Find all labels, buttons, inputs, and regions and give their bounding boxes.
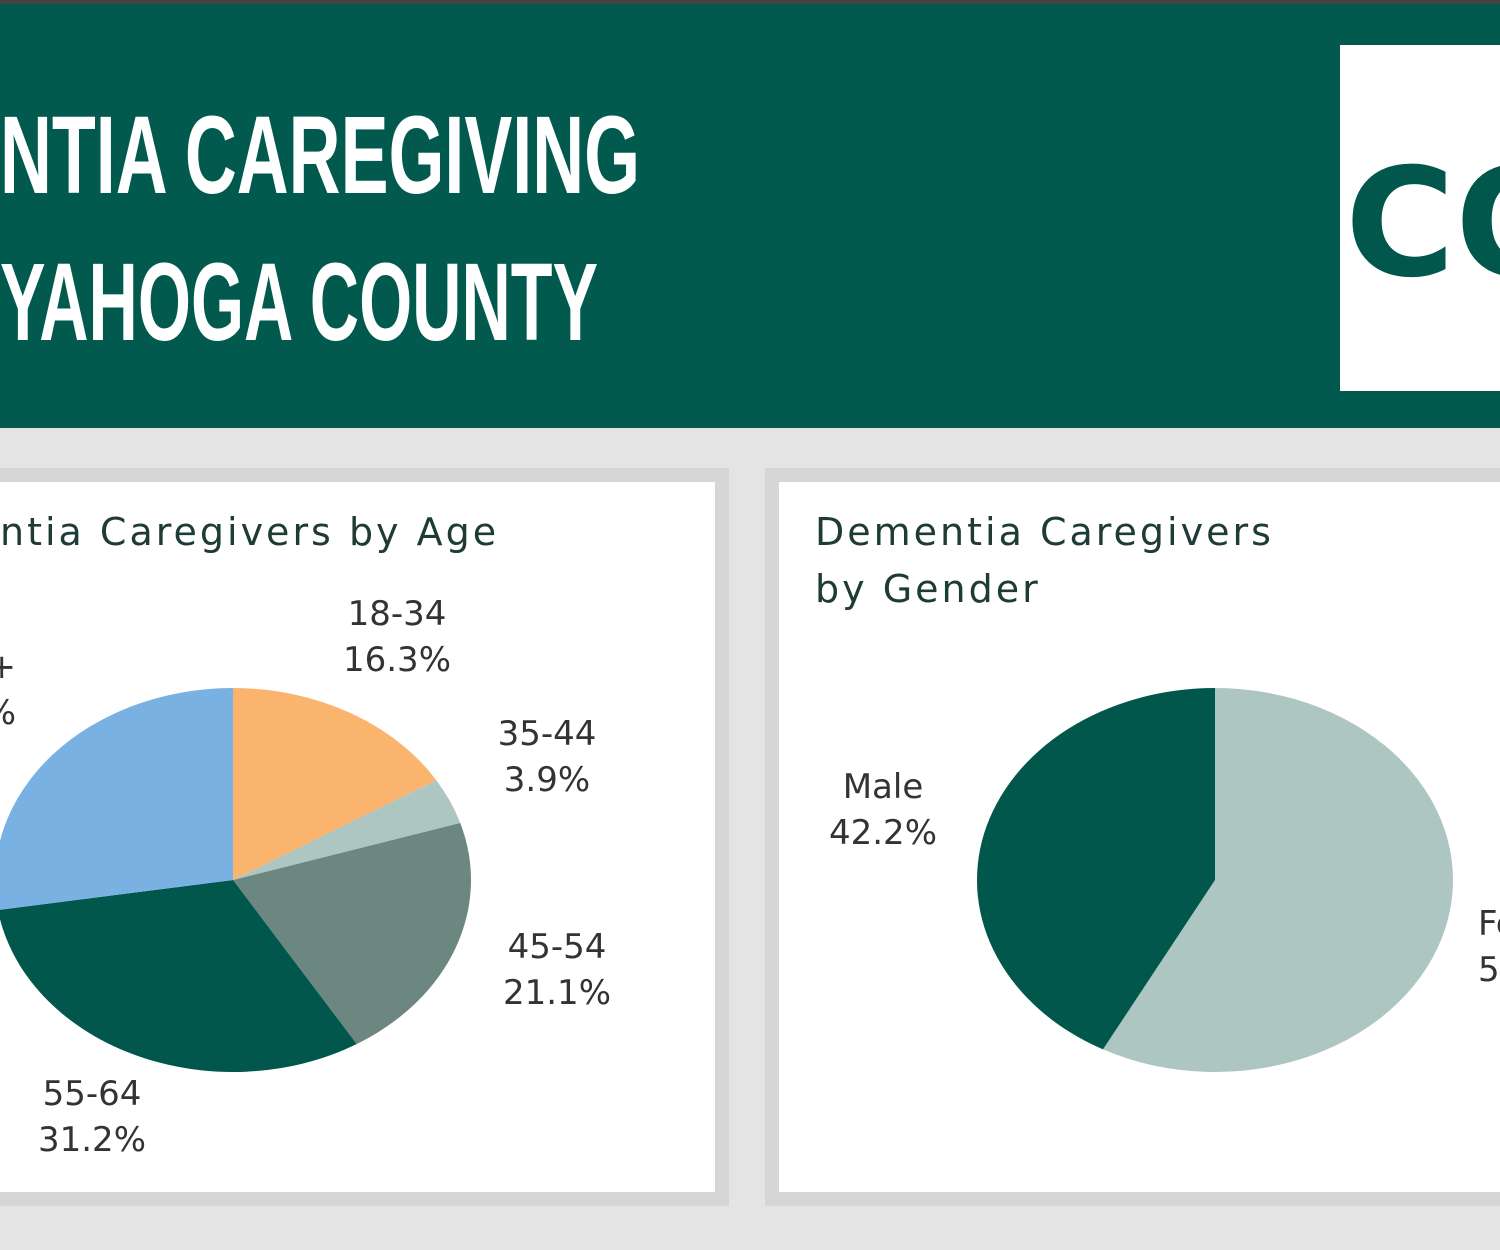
top-border xyxy=(0,0,1500,4)
logo-box xyxy=(1340,45,1500,391)
slice-label: 55-64 xyxy=(43,1074,142,1114)
pie-slice xyxy=(976,687,1215,1050)
slice-value: 31.2% xyxy=(38,1120,146,1160)
charts: ntia Caregivers by Age 18-34 16.3% 35-44 3.9… xyxy=(0,510,1500,1160)
header-title: YAHOGA COUNTY xyxy=(0,241,598,364)
slice-value: 21.1% xyxy=(503,973,611,1013)
slice-value: 57.8% xyxy=(1478,950,1500,990)
header-title: NTIA CAREGIVING xyxy=(0,94,640,217)
slice-label: 18-34 xyxy=(348,594,447,634)
slice-value: 27.5% xyxy=(0,693,16,733)
slice-label: 45-54 xyxy=(508,927,607,967)
slice-value: 16.3% xyxy=(343,640,451,680)
chart-title: by Gender xyxy=(815,567,1041,611)
pie-slice xyxy=(0,880,357,1072)
pie-slice xyxy=(233,688,437,880)
slice-label: 35-44 xyxy=(498,714,597,754)
slice-value: 3.9% xyxy=(504,760,590,800)
slice-value: 42.2% xyxy=(829,813,937,853)
pie-slice xyxy=(233,780,461,880)
slice-label: Male xyxy=(843,767,924,807)
chart-title: ntia Caregivers by Age xyxy=(0,510,499,554)
logo: CO xyxy=(1345,137,1500,311)
slice-label: 65+ xyxy=(0,647,16,687)
slice-label: Female xyxy=(1478,904,1500,944)
header-band xyxy=(0,4,1500,428)
pie-slice xyxy=(1102,688,1453,1072)
pie-slice xyxy=(0,688,233,910)
chart-title: Dementia Caregivers xyxy=(815,510,1274,554)
pie-slice xyxy=(233,822,471,1045)
